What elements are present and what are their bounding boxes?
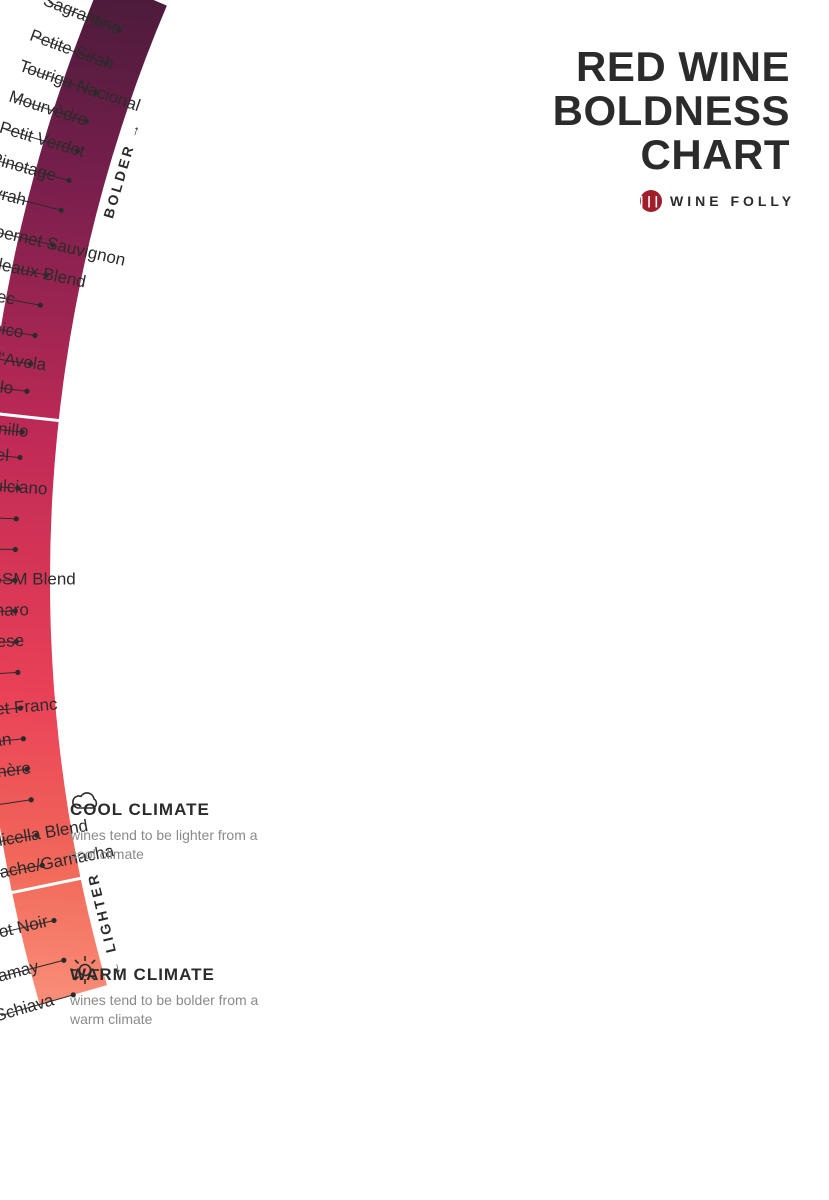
wine-label: Syrah — [0, 180, 28, 209]
climate-warm-head: WARM CLIMATE — [70, 965, 270, 985]
climate-cool-block: COOL CLIMATE wines tend to be lighter fr… — [70, 790, 270, 864]
climate-warm-desc: wines tend to be bolder from a warm clim… — [70, 991, 270, 1029]
wine-label: Rhône/GSM Blend — [0, 570, 76, 589]
wine-label: Schiava — [0, 990, 56, 1025]
climate-warm-block: WARM CLIMATE wines tend to be bolder fro… — [70, 955, 270, 1029]
wine-label: Negroamaro — [0, 600, 29, 621]
climate-cool-head: COOL CLIMATE — [70, 800, 270, 820]
climate-cool-desc: wines tend to be lighter from a cool cli… — [70, 826, 270, 864]
